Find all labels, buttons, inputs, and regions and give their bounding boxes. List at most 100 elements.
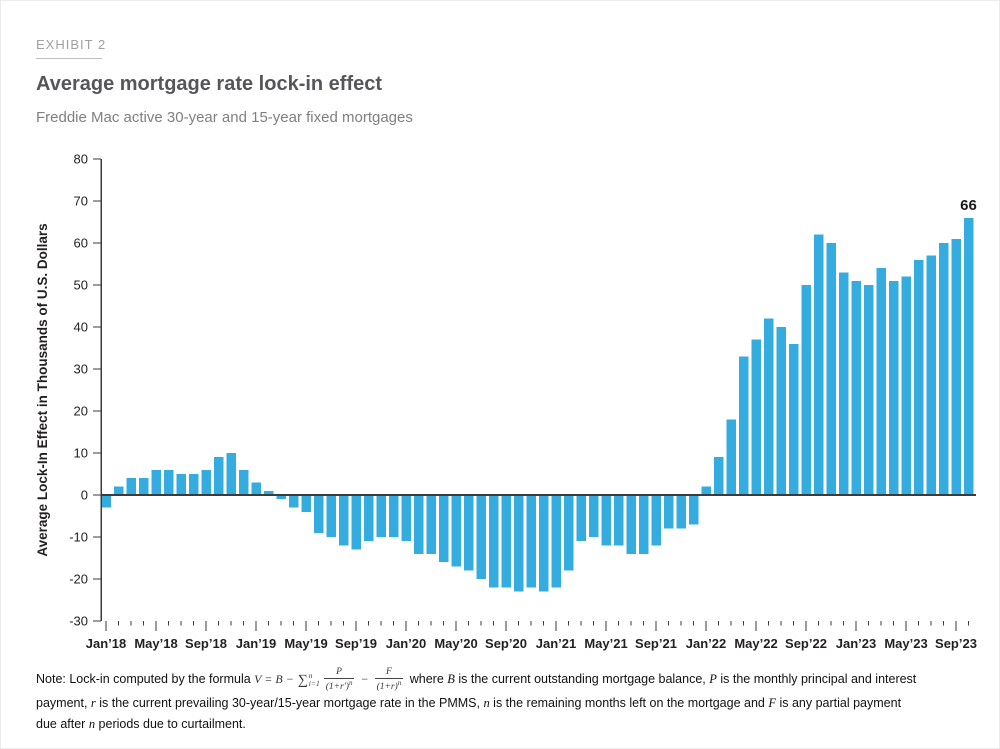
- fraction-2: F (1+r)n: [374, 667, 404, 693]
- bar: [801, 285, 811, 495]
- fraction-1-numerator: P: [336, 667, 342, 677]
- note-text: payment,: [36, 696, 91, 710]
- note-text: periods due to curtailment.: [95, 717, 246, 731]
- bar: [488, 495, 499, 588]
- bar: [651, 495, 661, 546]
- bar: [213, 457, 224, 495]
- bar: [176, 474, 186, 495]
- y-tick-label: -20: [69, 572, 88, 587]
- math-variable: n: [88, 717, 96, 731]
- bar: [551, 495, 561, 588]
- bar: [451, 495, 461, 567]
- note-text: is the monthly principal and interest: [716, 671, 917, 686]
- bar: [163, 469, 174, 495]
- math-variable: F: [768, 696, 776, 710]
- y-tick-label: 0: [81, 488, 88, 503]
- bar: [626, 495, 636, 554]
- last-bar-value-label: 66: [960, 197, 977, 214]
- bar: [113, 486, 124, 495]
- y-tick-label: 60: [74, 236, 88, 251]
- bar: [326, 495, 336, 537]
- fraction-2-denominator: (1+r)n: [374, 677, 404, 693]
- bar: [438, 495, 449, 563]
- x-tick-label: Jan’18: [86, 636, 126, 651]
- bar: [501, 495, 511, 588]
- bar: [813, 234, 824, 495]
- fraction-1-denominator: (1+r′)n: [323, 677, 355, 693]
- bar: [151, 469, 161, 495]
- bar: [463, 495, 474, 571]
- bar: [226, 453, 236, 495]
- summation: ∑ n i=1: [298, 670, 320, 691]
- bar: [276, 495, 286, 500]
- bar: [576, 495, 586, 542]
- bar: [513, 495, 524, 592]
- note-text: is the current outstanding mortgage bala…: [454, 671, 710, 686]
- x-tick-label: May’20: [434, 636, 477, 651]
- sigma-symbol: ∑: [297, 672, 308, 688]
- bar: [413, 495, 424, 554]
- note-text: is any partial payment: [775, 696, 902, 710]
- formula-lhs: V = B −: [254, 671, 297, 686]
- bar: [738, 356, 749, 495]
- fraction-1: P (1+r′)n: [323, 667, 355, 693]
- lock-in-bar-chart: 80 70 60 50 40 30 20 10 0 -10 -20 -30 Jan’18 May’18 Se…: [35, 152, 977, 652]
- note-text: where: [406, 671, 448, 686]
- math-variable: B: [447, 671, 455, 686]
- bar: [588, 495, 599, 537]
- x-tick-label: Sep’18: [185, 636, 227, 651]
- note-text: due after: [36, 717, 89, 731]
- bar: [251, 482, 261, 495]
- minus-operator: −: [357, 671, 372, 686]
- math-variable: r: [90, 696, 96, 710]
- bar: [901, 276, 911, 495]
- y-tick-label: -10: [69, 530, 88, 545]
- bar: [388, 495, 399, 537]
- bar: [838, 272, 849, 495]
- exhibit-label: EXHIBIT 2: [36, 37, 107, 52]
- bar: [951, 238, 961, 496]
- bar: [201, 469, 211, 495]
- x-tick-label: Jan’21: [536, 636, 576, 651]
- bar: [401, 495, 411, 542]
- bar: [526, 495, 536, 588]
- bar: [613, 495, 624, 546]
- x-tick-label: Sep’22: [785, 636, 827, 651]
- bar: [188, 474, 199, 495]
- y-tick-label: 30: [74, 362, 88, 377]
- note-text: Note: Lock-in computed by the formula: [36, 671, 255, 686]
- bar: [713, 457, 724, 495]
- bar: [938, 243, 949, 495]
- y-tick-label: 20: [74, 404, 88, 419]
- x-tick-label: Sep’20: [485, 636, 527, 651]
- x-tick-label: Jan’22: [686, 636, 726, 651]
- y-tick-label: 10: [74, 446, 88, 461]
- bar: [563, 495, 574, 571]
- y-tick-label: -30: [69, 614, 88, 629]
- bar: [476, 495, 486, 579]
- fraction-2-exponent: n: [397, 678, 402, 687]
- lock-in-formula: V = B − ∑ n i=1 P (1+r′)n − F (1+r)n: [254, 667, 406, 692]
- math-variable: P: [709, 671, 717, 686]
- bar: [863, 285, 874, 495]
- y-axis-title: Average Lock-In Effect in Thousands of U…: [35, 223, 50, 556]
- x-tick-label: Jan’20: [386, 636, 426, 651]
- sigma-lower-limit: i=1: [308, 679, 320, 688]
- exhibit-underline: [36, 58, 102, 59]
- math-variable: n: [483, 696, 490, 710]
- bar: [338, 495, 349, 546]
- y-axis: 80 70 60 50 40 30 20 10 0 -10 -20 -30: [69, 152, 101, 629]
- x-tick-label: May’18: [134, 636, 177, 651]
- bar: [238, 469, 249, 495]
- x-tick-label: May’22: [734, 636, 777, 651]
- x-tick-label: Sep’23: [935, 636, 977, 651]
- bar: [826, 243, 836, 495]
- x-axis: Jan’18 May’18 Sep’18 Jan’19 May’19 Sep’19 Jan’…: [86, 621, 977, 651]
- bar: [913, 259, 924, 495]
- note-line-1: Note: Lock-in computed by the formula V …: [36, 667, 956, 693]
- y-tick-label: 70: [74, 194, 88, 209]
- bar: [788, 343, 799, 495]
- bar: [726, 419, 736, 495]
- x-tick-label: May’23: [884, 636, 927, 651]
